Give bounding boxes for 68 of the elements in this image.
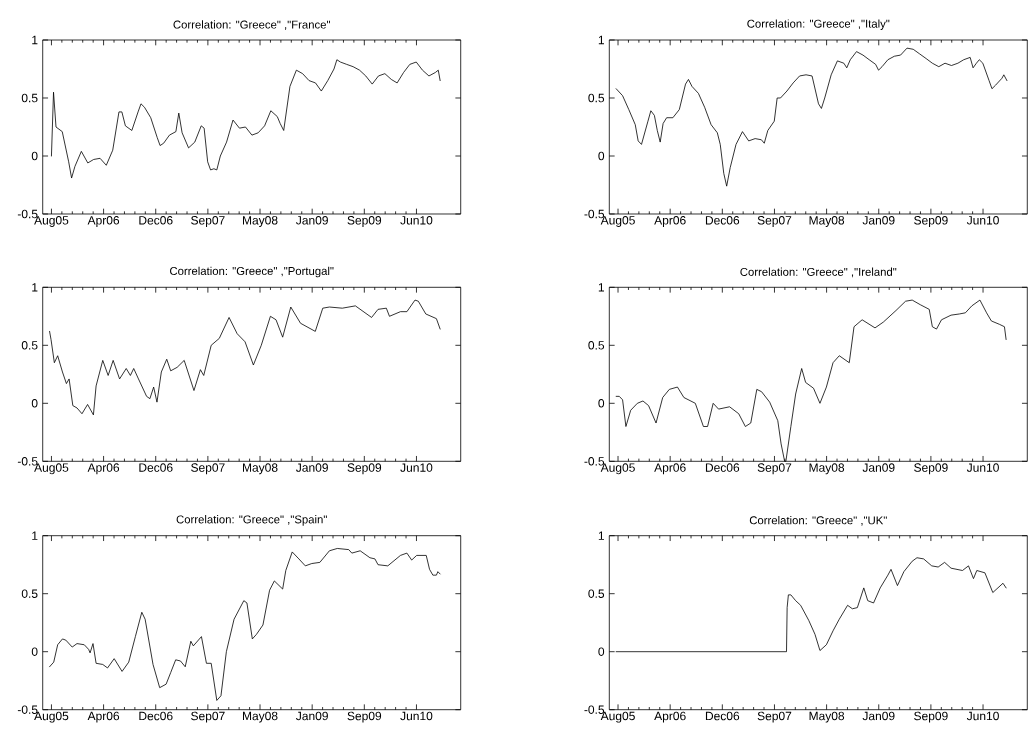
y-tick-label: 0: [598, 399, 605, 408]
x-tick-label: Jun10: [966, 216, 999, 225]
x-tick-label: Apr06: [87, 711, 120, 723]
x-tick-label: Sep09: [347, 463, 382, 475]
x-tick-label: May08: [243, 216, 278, 227]
y-tick-label: 0: [598, 647, 605, 656]
y-tick-label: 1: [32, 35, 38, 45]
line-series: [615, 47, 1008, 187]
x-tick-label: Apr06: [654, 216, 686, 227]
x-tick-label: Jan09: [296, 711, 328, 721]
chart-title: Correlation: "Greece" ,"Italy": [747, 19, 890, 30]
y-tick-label: 1: [598, 531, 604, 540]
line-series: [51, 59, 441, 179]
x-tick-label: Sep09: [914, 216, 948, 227]
y-tick-label: 1: [32, 531, 38, 540]
x-tick-label: Sep09: [914, 711, 948, 723]
x-tick-label: Dec06: [705, 216, 740, 225]
chart-title: Correlation: "Greece" ,"Portugal": [170, 266, 334, 278]
y-tick-label: 0.5: [21, 341, 38, 350]
x-tick-label: Apr06: [654, 711, 686, 723]
x-tick-label: Sep07: [757, 711, 792, 723]
x-tick-label: Sep07: [757, 216, 792, 227]
x-tick-label: Jun10: [966, 711, 999, 721]
x-tick-label: May08: [809, 463, 845, 475]
y-tick-label: 1: [598, 35, 604, 45]
x-tick-label: Apr06: [654, 463, 686, 475]
y-tick-label: 0.5: [21, 589, 38, 598]
x-tick-label: Jun10: [966, 463, 999, 472]
x-tick-label: Sep09: [347, 216, 382, 227]
x-tick-label: Jan09: [296, 463, 328, 472]
x-tick-label: Apr06: [87, 216, 120, 227]
y-tick-label: 0: [31, 647, 38, 656]
y-tick-label: 0.5: [588, 589, 605, 598]
x-tick-label: Jan09: [862, 463, 895, 472]
y-tick-label: 0: [598, 151, 605, 161]
x-tick-label: Dec06: [139, 463, 173, 472]
chart-title: Correlation: "Greece" ,"Spain": [176, 515, 327, 526]
x-tick-label: Sep09: [914, 463, 948, 475]
x-tick-label: Sep07: [191, 216, 225, 227]
x-tick-label: May08: [243, 711, 278, 723]
x-tick-label: Sep07: [191, 463, 225, 475]
x-tick-label: Sep09: [347, 711, 382, 723]
y-tick-label: 0: [31, 151, 38, 161]
x-tick-label: Dec06: [139, 711, 173, 721]
y-tick-label: 0.5: [21, 93, 38, 103]
x-tick-label: May08: [809, 216, 845, 227]
x-tick-label: Sep07: [757, 463, 792, 475]
chart-title: Correlation: "Greece" ,"Ireland": [740, 267, 897, 278]
x-tick-label: Jun10: [400, 711, 433, 721]
y-tick-label: 1: [598, 283, 604, 292]
x-tick-label: Apr06: [87, 463, 120, 475]
y-tick-label: 0: [31, 399, 38, 408]
chart-title: Correlation: "Greece" ,"UK": [749, 515, 887, 526]
x-tick-label: Dec06: [705, 463, 740, 472]
y-tick-label: 1: [32, 283, 38, 292]
x-tick-label: Sep07: [191, 711, 225, 723]
chart-title: Correlation: "Greece" ,"France": [173, 20, 331, 30]
x-tick-label: May08: [243, 463, 278, 475]
x-tick-label: Jan09: [862, 711, 895, 721]
x-tick-label: Jan09: [862, 216, 895, 225]
x-tick-label: Dec06: [705, 711, 740, 721]
x-tick-label: Jan09: [296, 216, 328, 225]
x-tick-label: Jun10: [400, 463, 433, 472]
y-tick-label: 0.5: [588, 93, 605, 103]
y-tick-label: 0.5: [588, 341, 605, 350]
x-tick-label: Jun10: [400, 216, 433, 225]
x-tick-label: May08: [809, 711, 845, 723]
x-tick-label: Dec06: [139, 216, 173, 225]
